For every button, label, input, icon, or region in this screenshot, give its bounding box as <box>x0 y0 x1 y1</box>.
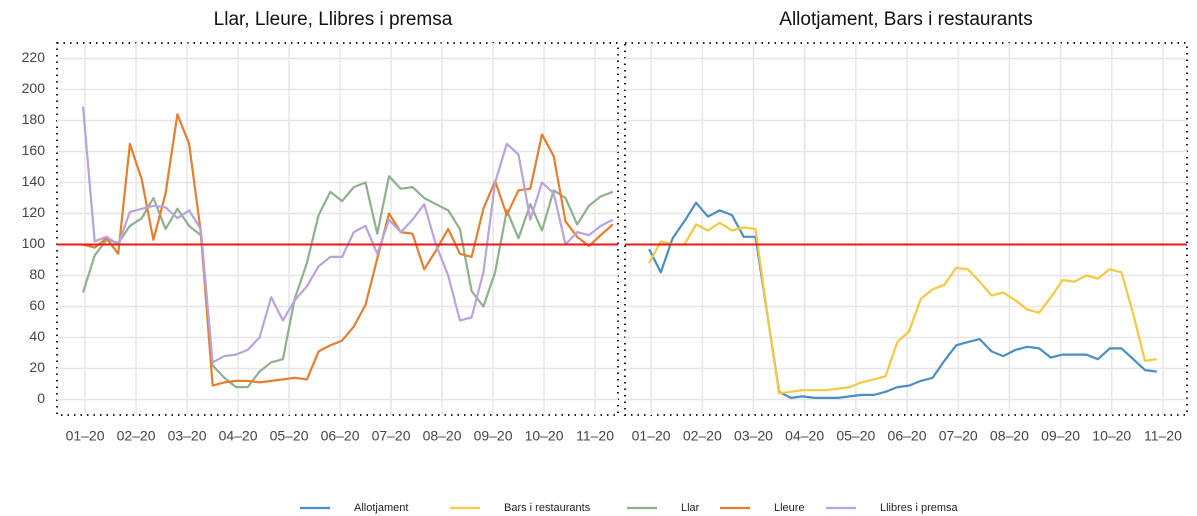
x-tick-label: 09–20 <box>1041 428 1080 444</box>
x-tick-label: 03–20 <box>734 428 773 444</box>
x-tick-label: 02–20 <box>117 428 156 444</box>
panel-border <box>624 42 1188 416</box>
y-tick-label: 20 <box>29 359 45 375</box>
y-tick-label: 180 <box>22 111 46 127</box>
x-tick-label: 10–20 <box>1092 428 1131 444</box>
y-tick-label: 200 <box>22 80 46 96</box>
legend-label: Allotjament <box>354 502 408 514</box>
series-line <box>648 201 1157 399</box>
x-tick-label: 10–20 <box>525 428 564 444</box>
y-tick-label: 60 <box>29 297 45 313</box>
series-line <box>648 221 1157 395</box>
series-line <box>81 106 614 364</box>
legend-label: Bars i restaurants <box>504 502 591 514</box>
panel-border <box>56 42 619 416</box>
x-tick-label: 09–20 <box>474 428 513 444</box>
chart-title: Allotjament, Bars i restaurants <box>779 9 1032 30</box>
y-tick-label: 80 <box>29 266 45 282</box>
x-tick-label: 11–20 <box>576 428 614 444</box>
x-tick-label: 06–20 <box>321 428 360 444</box>
series-line <box>81 175 614 389</box>
y-tick-label: 0 <box>37 390 45 406</box>
legend-label: Lleure <box>774 502 805 514</box>
y-tick-label: 140 <box>22 173 46 189</box>
x-tick-label: 07–20 <box>372 428 411 444</box>
x-tick-label: 04–20 <box>219 428 258 444</box>
x-tick-label: 01–20 <box>66 428 105 444</box>
x-tick-label: 03–20 <box>168 428 207 444</box>
x-tick-label: 08–20 <box>423 428 462 444</box>
x-tick-label: 01–20 <box>632 428 671 444</box>
y-tick-label: 120 <box>22 204 46 220</box>
y-tick-label: 160 <box>22 142 46 158</box>
x-tick-label: 05–20 <box>270 428 309 444</box>
x-tick-label: 02–20 <box>683 428 722 444</box>
x-tick-label: 06–20 <box>888 428 927 444</box>
legend-label: Llar <box>681 502 700 514</box>
chart-title: Llar, Lleure, Llibres i premsa <box>214 9 453 30</box>
x-tick-label: 11–20 <box>1144 428 1182 444</box>
y-tick-label: 100 <box>22 235 46 251</box>
y-tick-label: 220 <box>22 49 46 65</box>
x-tick-label: 05–20 <box>836 428 875 444</box>
x-tick-label: 04–20 <box>785 428 824 444</box>
legend-label: Llibres i premsa <box>880 502 959 514</box>
x-tick-label: 08–20 <box>990 428 1029 444</box>
series-line <box>82 113 614 387</box>
x-tick-label: 07–20 <box>939 428 978 444</box>
y-tick-label: 40 <box>29 328 45 344</box>
